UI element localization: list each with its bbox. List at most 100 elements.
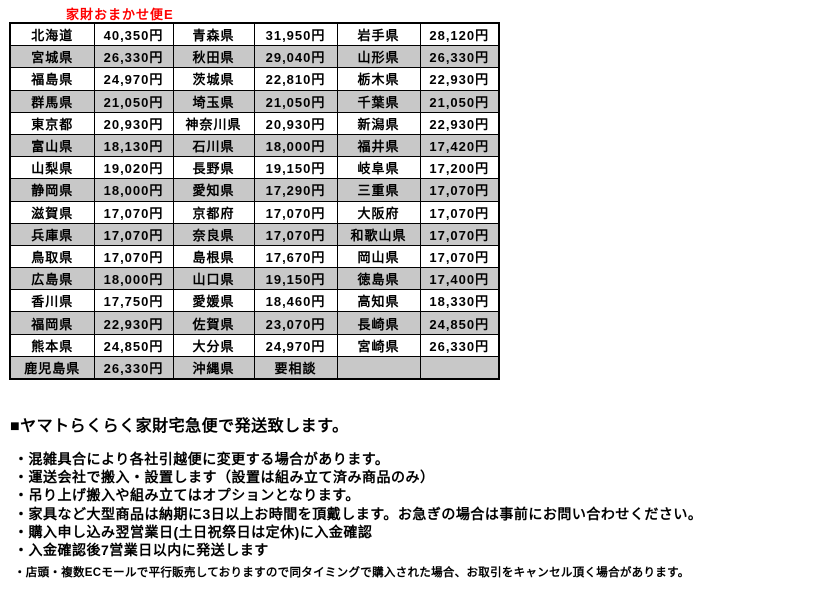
table-row: 山梨県 19,020円 長野県 19,150円 岐阜県 17,200円 <box>9 156 500 180</box>
price-cell: 17,400円 <box>419 267 500 291</box>
price-cell: 21,050円 <box>253 89 338 113</box>
prefecture-cell: 群馬県 <box>9 89 95 113</box>
notes-bullet: ・入金確認後7営業日以内に発送します <box>14 542 269 559</box>
prefecture-cell: 石川県 <box>172 133 255 158</box>
notes-bullet-list: ・混雑具合により各社引越便に変更する場合があります。・運送会社で搬入・設置します… <box>10 450 815 559</box>
prefecture-cell: 岩手県 <box>336 22 421 47</box>
price-cell: 17,070円 <box>93 222 174 246</box>
prefecture-cell: 長野県 <box>172 156 255 180</box>
table-row: 静岡県 18,000円 愛知県 17,290円 三重県 17,070円 <box>9 178 500 202</box>
price-cell: 22,930円 <box>419 67 500 91</box>
price-cell <box>419 355 500 380</box>
price-cell: 19,150円 <box>253 267 338 291</box>
table-row: 広島県 18,000円 山口県 19,150円 徳島県 17,400円 <box>9 267 500 291</box>
price-cell: 22,810円 <box>253 67 338 91</box>
prefecture-cell: 愛知県 <box>172 178 255 202</box>
price-cell: 28,120円 <box>419 22 500 47</box>
table-row: 宮城県 26,330円 秋田県 29,040円 山形県 26,330円 <box>9 45 500 69</box>
prefecture-cell: 大分県 <box>172 333 255 357</box>
prefecture-cell: 沖縄県 <box>172 355 255 380</box>
notes-bullet: ・吊り上げ搬入や組み立てはオプションとなります。 <box>14 487 360 504</box>
prefecture-cell: 静岡県 <box>9 178 95 202</box>
price-cell: 40,350円 <box>93 22 174 47</box>
price-cell: 31,950円 <box>253 22 338 47</box>
table-row: 熊本県 24,850円 大分県 24,970円 宮崎県 26,330円 <box>9 333 500 357</box>
prefecture-cell: 広島県 <box>9 267 95 291</box>
prefecture-cell: 佐賀県 <box>172 311 255 335</box>
price-cell: 26,330円 <box>93 45 174 69</box>
prefecture-cell: 京都府 <box>172 200 255 224</box>
prefecture-cell: 愛媛県 <box>172 289 255 313</box>
prefecture-cell: 山梨県 <box>9 156 95 180</box>
shipping-notes-section: ■ヤマトらくらく家財宅急便で発送致します。 ・混雑具合により各社引越便に変更する… <box>10 412 815 580</box>
price-cell: 17,070円 <box>93 200 174 224</box>
price-cell: 17,070円 <box>419 222 500 246</box>
prefecture-cell: 鳥取県 <box>9 244 95 269</box>
price-cell: 17,420円 <box>419 133 500 158</box>
price-cell: 17,670円 <box>253 244 338 269</box>
prefecture-cell: 福岡県 <box>9 311 95 335</box>
prefecture-cell: 鹿児島県 <box>9 355 95 380</box>
prefecture-cell: 秋田県 <box>172 45 255 69</box>
price-cell: 18,000円 <box>253 133 338 158</box>
price-cell: 18,000円 <box>93 178 174 202</box>
prefecture-cell: 長崎県 <box>336 311 421 335</box>
notes-bullet: ・混雑具合により各社引越便に変更する場合があります。 <box>14 451 390 467</box>
prefecture-cell: 高知県 <box>336 289 421 313</box>
price-cell: 21,050円 <box>93 89 174 113</box>
prefecture-cell: 栃木県 <box>336 67 421 91</box>
prefecture-cell: 東京都 <box>9 111 95 135</box>
price-cell: 24,970円 <box>253 333 338 357</box>
table-row: 滋賀県 17,070円 京都府 17,070円 大阪府 17,070円 <box>9 200 500 224</box>
prefecture-cell: 茨城県 <box>172 67 255 91</box>
prefecture-cell: 山形県 <box>336 45 421 69</box>
table-row: 北海道 40,350円 青森県 31,950円 岩手県 28,120円 <box>9 22 500 47</box>
prefecture-cell <box>336 355 421 380</box>
price-cell: 18,330円 <box>419 289 500 313</box>
prefecture-cell: 熊本県 <box>9 333 95 357</box>
prefecture-cell: 宮城県 <box>9 45 95 69</box>
prefecture-cell: 兵庫県 <box>9 222 95 246</box>
price-cell: 19,020円 <box>93 156 174 180</box>
price-cell: 要相談 <box>253 355 338 380</box>
table-row: 東京都 20,930円 神奈川県 20,930円 新潟県 22,930円 <box>9 111 500 135</box>
prefecture-cell: 三重県 <box>336 178 421 202</box>
price-cell: 17,290円 <box>253 178 338 202</box>
price-cell: 17,070円 <box>419 200 500 224</box>
table-row: 福岡県 22,930円 佐賀県 23,070円 長崎県 24,850円 <box>9 311 500 335</box>
prefecture-cell: 山口県 <box>172 267 255 291</box>
prefecture-cell: 滋賀県 <box>9 200 95 224</box>
table-row: 兵庫県 17,070円 奈良県 17,070円 和歌山県 17,070円 <box>9 222 500 246</box>
prefecture-cell: 大阪府 <box>336 200 421 224</box>
price-cell: 17,070円 <box>253 222 338 246</box>
notes-bullet: ・家具など大型商品は納期に3日以上お時間を頂戴します。お急ぎの場合は事前にお問い… <box>14 505 703 522</box>
price-cell: 17,750円 <box>93 289 174 313</box>
price-cell: 17,200円 <box>419 156 500 180</box>
price-cell: 20,930円 <box>93 111 174 135</box>
price-cell: 18,000円 <box>93 267 174 291</box>
table-row: 鳥取県 17,070円 島根県 17,670円 岡山県 17,070円 <box>9 244 500 269</box>
notes-heading: ■ヤマトらくらく家財宅急便で発送致します。 <box>10 418 349 435</box>
prefecture-cell: 宮崎県 <box>336 333 421 357</box>
prefecture-cell: 富山県 <box>9 133 95 158</box>
price-cell: 17,070円 <box>253 200 338 224</box>
prefecture-cell: 和歌山県 <box>336 222 421 246</box>
table-row: 鹿児島県 26,330円 沖縄県 要相談 <box>9 355 500 380</box>
price-cell: 24,850円 <box>93 333 174 357</box>
table-row: 富山県 18,130円 石川県 18,000円 福井県 17,420円 <box>9 133 500 158</box>
price-cell: 17,070円 <box>419 178 500 202</box>
prefecture-cell: 青森県 <box>172 22 255 47</box>
price-cell: 22,930円 <box>419 111 500 135</box>
price-cell: 29,040円 <box>253 45 338 69</box>
page-title: 家財おまかせ便E <box>66 7 174 22</box>
shipping-fee-table: 北海道 40,350円 青森県 31,950円 岩手県 28,120円 宮城県 26,330円… <box>9 22 500 380</box>
prefecture-cell: 奈良県 <box>172 222 255 246</box>
prefecture-cell: 新潟県 <box>336 111 421 135</box>
table-row: 群馬県 21,050円 埼玉県 21,050円 千葉県 21,050円 <box>9 89 500 113</box>
price-cell: 17,070円 <box>93 244 174 269</box>
table-row: 福島県 24,970円 茨城県 22,810円 栃木県 22,930円 <box>9 67 500 91</box>
price-cell: 18,460円 <box>253 289 338 313</box>
notes-bullet: ・運送会社で搬入・設置します（設置は組み立て済み商品のみ） <box>14 469 435 486</box>
price-cell: 22,930円 <box>93 311 174 335</box>
